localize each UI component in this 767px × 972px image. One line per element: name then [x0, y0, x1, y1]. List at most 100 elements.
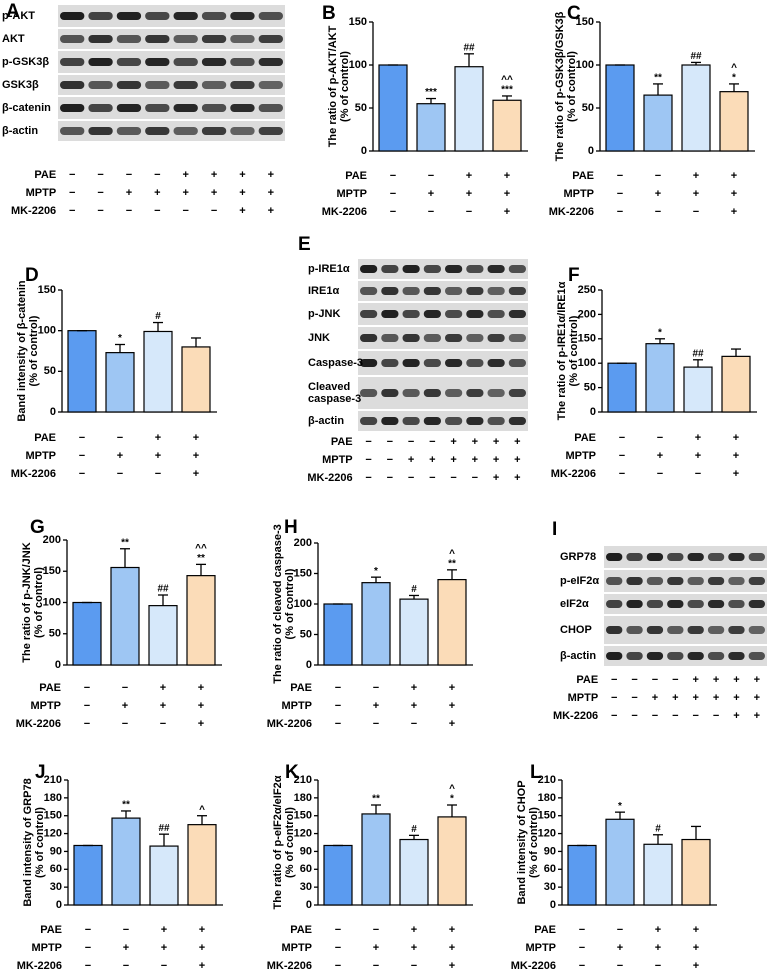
treatment-label: PAE — [331, 436, 353, 448]
blot-strip — [358, 281, 528, 301]
y-tick-label: 150 — [349, 16, 367, 28]
treatment-sign: − — [411, 718, 417, 730]
blot-band — [646, 577, 664, 585]
significance: # — [655, 823, 661, 834]
treatment-sign: + — [733, 674, 739, 686]
blot-band — [402, 359, 420, 367]
treatment-sign: − — [617, 924, 623, 936]
treatment-sign: + — [122, 700, 128, 712]
blot-band — [116, 104, 142, 112]
significance: ## — [158, 823, 170, 834]
blot-band — [230, 127, 255, 135]
blot-band — [748, 553, 765, 561]
blot-label: Caspase-3 — [308, 357, 363, 369]
y-tick-label: 100 — [294, 598, 312, 610]
y-tick-label: 50 — [300, 628, 312, 640]
treatment-sign: − — [373, 924, 379, 936]
blot-band — [230, 35, 255, 43]
treatment-sign: + — [126, 187, 132, 199]
blot-label: p-AKT — [2, 10, 35, 22]
treatment-sign: − — [69, 169, 75, 181]
blot-band — [707, 652, 725, 660]
y-tick-label: 60 — [544, 863, 556, 875]
blot-band — [360, 359, 378, 367]
treatment-sign: − — [617, 188, 623, 200]
treatment-sign: + — [193, 432, 199, 444]
treatment-label: MPTP — [525, 942, 556, 954]
blot-band — [60, 81, 85, 89]
y-axis-label: Band intensity of β-catenin — [16, 280, 28, 421]
panel-letter: D — [25, 265, 39, 286]
treatment-sign: + — [211, 169, 217, 181]
y-axis-label: Band intensity of CHOP — [516, 780, 528, 904]
blot-band — [201, 35, 227, 43]
blot-label: eIF2α — [560, 598, 589, 610]
significance: * — [618, 801, 622, 812]
treatment-sign: + — [161, 924, 167, 936]
y-tick-label: 150 — [38, 284, 56, 296]
blot-band — [626, 577, 643, 585]
error-bar — [502, 95, 512, 101]
y-axis-label: (% of control) — [34, 807, 46, 878]
treatment-sign: + — [472, 436, 478, 448]
bar — [719, 91, 749, 152]
blot-band — [445, 417, 463, 425]
treatment-label: MPTP — [281, 700, 312, 712]
treatment-sign: − — [652, 674, 658, 686]
y-axis-label: (% of control) — [339, 51, 351, 122]
treatment-sign: − — [692, 710, 698, 722]
bar — [681, 838, 711, 906]
treatment-sign: − — [84, 682, 90, 694]
blot-band — [116, 35, 142, 43]
bar — [361, 813, 391, 906]
treatment-label: MK-2206 — [553, 710, 598, 722]
blot-band — [88, 104, 113, 112]
blot-band — [508, 310, 526, 318]
error-bar — [464, 53, 474, 67]
y-axis-label: Band intensity of GRP78 — [22, 778, 34, 906]
bar — [72, 601, 102, 666]
treatment-sign: + — [199, 924, 205, 936]
treatment-label: PAE — [574, 432, 596, 444]
y-axis-label: The ratio of p-GSK3β/GSK3β — [554, 11, 566, 161]
blot-band — [466, 417, 484, 425]
treatment-label: MPTP — [26, 187, 57, 199]
y-tick-label: 180 — [294, 792, 312, 804]
bar — [645, 343, 675, 413]
error-bar — [653, 83, 663, 96]
blot-band — [423, 287, 441, 295]
bar — [605, 818, 635, 906]
treatment-sign: − — [619, 450, 625, 462]
treatment-sign: − — [617, 170, 623, 182]
blot-band — [728, 577, 745, 585]
blot-band — [606, 626, 623, 634]
blot-band — [173, 81, 198, 89]
error-bar — [691, 61, 701, 65]
treatment-sign: − — [211, 205, 217, 217]
treatment-label: PAE — [576, 674, 598, 686]
treatment-sign: − — [97, 187, 103, 199]
treatment-sign: − — [390, 170, 396, 182]
blot-label: CHOP — [560, 624, 592, 636]
error-bar — [409, 594, 419, 600]
treatment-sign: + — [449, 718, 455, 730]
treatment-sign: − — [652, 710, 658, 722]
significance: ** — [372, 794, 380, 805]
blot-band — [508, 389, 526, 397]
treatment-sign: + — [493, 436, 499, 448]
blot-band — [88, 12, 113, 20]
blot-band — [230, 104, 255, 112]
blot-strip — [58, 51, 285, 73]
treatment-sign: + — [514, 454, 520, 466]
y-tick-label: 200 — [43, 534, 61, 546]
error-bar — [653, 834, 663, 845]
treatment-sign: + — [161, 942, 167, 954]
y-tick-label: 90 — [300, 845, 312, 857]
blot-strip — [358, 411, 528, 431]
treatment-sign: − — [657, 468, 663, 480]
blot-band — [646, 652, 664, 660]
treatment-sign: − — [373, 960, 379, 972]
treatment-sign: − — [611, 674, 617, 686]
blot-band — [748, 600, 765, 608]
blot-band — [626, 626, 643, 634]
